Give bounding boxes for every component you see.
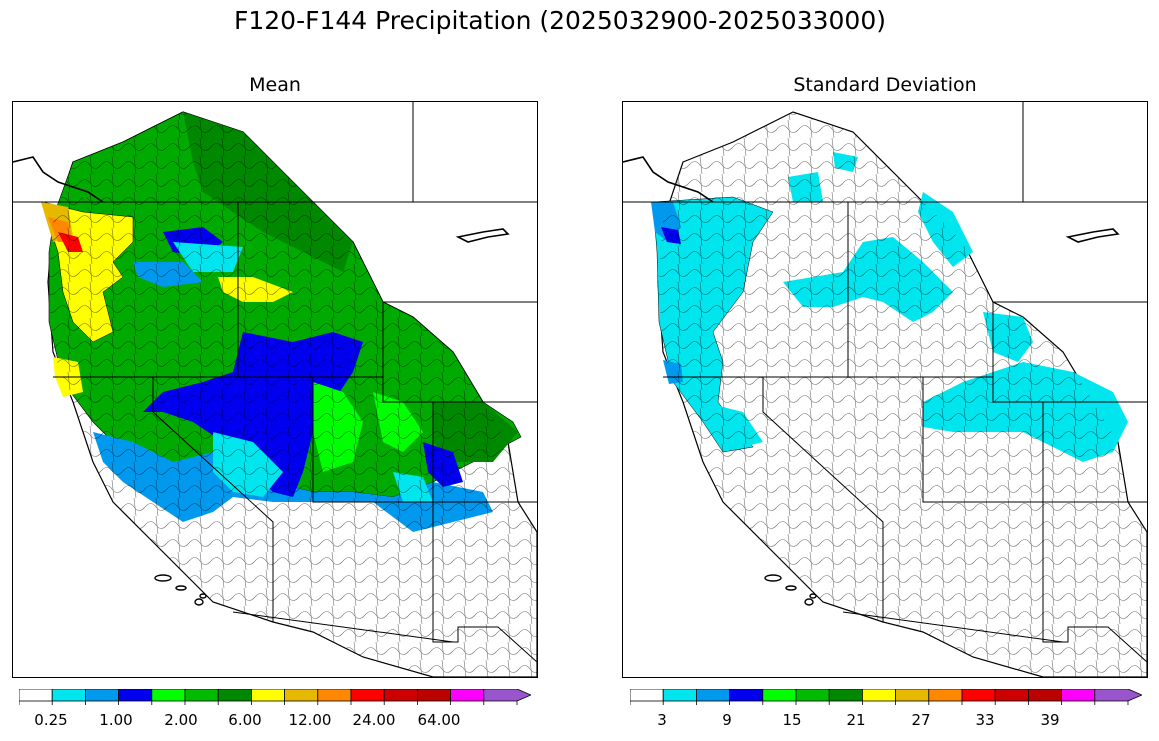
colorbar-segment [1061,688,1096,702]
colorbar-segment [662,688,697,702]
colorbar-segment [217,688,252,702]
tick-label: 9 [722,711,732,729]
tick-label: 6.00 [228,711,262,729]
colorbar-segment [184,688,219,702]
tick-label: 3 [657,711,667,729]
colorbar-segment [51,688,86,702]
tick-label: 1.00 [99,711,133,729]
tick-label: 24.00 [352,711,396,729]
mean-colorbar [18,688,533,705]
stddev-colorbar-ticklabels: 3 9 15 21 27 33 39 [630,711,1142,731]
colorbar-segment [284,688,319,702]
colorbar-segment [151,688,186,702]
tick-label: 21 [846,711,866,729]
colorbar-segment [350,688,385,702]
tick-label: 0.25 [34,711,68,729]
colorbar-segment [383,688,418,702]
colorbar-segment [994,688,1029,702]
puget-coast [623,156,714,203]
tick-label: 33 [975,711,995,729]
colorbar-segment [18,688,53,702]
stddev-colorbar [629,688,1144,705]
colorbar-segment [762,688,797,702]
stddev-map [622,101,1148,678]
colorbar-segment [85,688,120,702]
great-salt-lake [1065,228,1120,243]
colorbar-segment [118,688,153,702]
puget-coast [13,156,104,203]
mean-map [12,101,538,678]
tick-label: 27 [911,711,931,729]
colorbar-segment [1094,688,1144,702]
figure-title: F120-F144 Precipitation (2025032900-2025… [233,6,886,35]
colorbar-segment [450,688,485,702]
colorbar-segment [317,688,352,702]
colorbar-segment [416,688,451,702]
colorbar-segment [895,688,930,702]
stddev-panel-title: Standard Deviation [793,74,977,96]
tick-label: 39 [1040,711,1060,729]
colorbar-segment [696,688,731,702]
colorbar-segment [795,688,830,702]
tick-label: 15 [782,711,802,729]
colorbar-segment [729,688,764,702]
tick-label: 12.00 [288,711,332,729]
tick-label: 64.00 [417,711,461,729]
colorbar-segment [861,688,896,702]
colorbar-segment [928,688,963,702]
tick-label: 2.00 [164,711,198,729]
colorbar-segment [629,688,664,702]
colorbar-segment [250,688,285,702]
colorbar-segment [1027,688,1062,702]
colorbar-segment [961,688,996,702]
mean-colorbar-ticklabels: 0.25 1.00 2.00 6.00 12.00 24.00 64.00 [19,711,531,731]
colorbar-segment [828,688,863,702]
mean-panel-title: Mean [249,74,301,96]
great-salt-lake [455,228,510,243]
colorbar-segment [483,688,533,702]
